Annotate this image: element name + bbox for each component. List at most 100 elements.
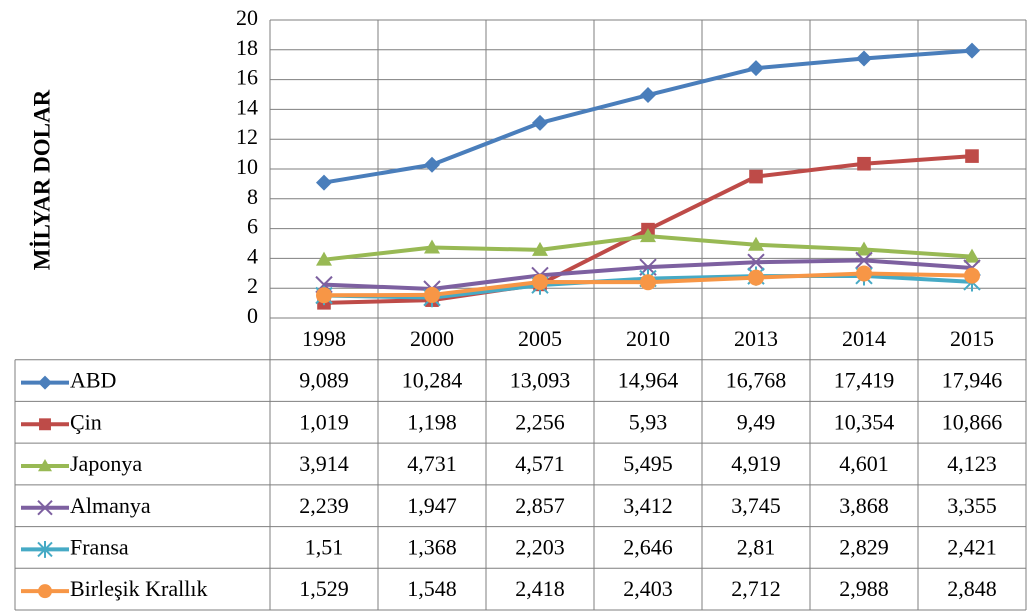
table-cell: 2,203 <box>515 534 565 559</box>
legend-label: ABD <box>70 368 116 393</box>
y-tick-label: 4 <box>247 243 258 268</box>
marker <box>856 241 872 256</box>
legend-marker <box>38 375 52 390</box>
table-cell: 1,947 <box>407 493 457 518</box>
legend-marker <box>37 541 53 558</box>
y-axis-label: MİLYAR DOLAR <box>29 89 54 270</box>
y-tick-label: 20 <box>236 5 258 30</box>
marker <box>424 156 440 173</box>
y-tick-label: 0 <box>247 303 258 328</box>
table-cell: 4,601 <box>839 451 889 476</box>
y-tick-label: 6 <box>247 214 258 239</box>
table-cell: 2,712 <box>731 576 781 601</box>
table-cell: 5,495 <box>623 451 673 476</box>
marker <box>856 265 872 282</box>
table-cell: 1,198 <box>407 409 457 434</box>
table-cell: 10,284 <box>402 368 463 393</box>
table-cell: 14,964 <box>618 368 679 393</box>
marker <box>424 239 440 254</box>
table-cell: 17,419 <box>834 368 895 393</box>
table-cell: 2,988 <box>839 576 889 601</box>
table-cell: 3,745 <box>731 493 781 518</box>
marker <box>856 50 872 67</box>
marker <box>964 42 980 59</box>
table-cell: 4,919 <box>731 451 781 476</box>
marker <box>749 169 763 184</box>
table-cell: 9,089 <box>299 368 349 393</box>
table-cell: 2,418 <box>515 576 565 601</box>
table-cell: 1,529 <box>299 576 349 601</box>
table-cell: 16,768 <box>726 368 787 393</box>
table-cell: 2,81 <box>737 534 776 559</box>
table-cell: 2,256 <box>515 409 565 434</box>
table-cell: 2,403 <box>623 576 673 601</box>
table-cell: 2,421 <box>947 534 997 559</box>
legend-label: Çin <box>70 409 102 434</box>
table-cell: 1,019 <box>299 409 349 434</box>
legend-marker <box>38 459 52 472</box>
x-tick-label: 2005 <box>518 326 562 351</box>
table-cell: 17,946 <box>942 368 1003 393</box>
marker <box>747 253 765 271</box>
table-cell: 3,412 <box>623 493 673 518</box>
y-tick-label: 18 <box>236 35 258 60</box>
marker <box>748 269 764 286</box>
table-cell: 3,914 <box>299 451 349 476</box>
table-cell: 10,866 <box>942 409 1003 434</box>
table-cell: 2,829 <box>839 534 889 559</box>
y-tick-label: 10 <box>236 154 258 179</box>
table-cell: 4,731 <box>407 451 457 476</box>
table-cell: 9,49 <box>737 409 776 434</box>
marker <box>640 228 656 243</box>
marker <box>316 251 332 266</box>
legend-marker <box>37 500 53 516</box>
x-tick-label: 2000 <box>410 326 454 351</box>
marker <box>532 241 548 256</box>
y-tick-label: 8 <box>247 184 258 209</box>
table-cell: 1,548 <box>407 576 457 601</box>
x-tick-label: 2015 <box>950 326 994 351</box>
x-tick-label: 2013 <box>734 326 778 351</box>
legend-label: Japonya <box>70 451 142 476</box>
x-tick-label: 2010 <box>626 326 670 351</box>
marker <box>857 156 871 171</box>
marker <box>316 174 332 191</box>
table-cell: 10,354 <box>834 409 895 434</box>
y-tick-label: 12 <box>236 124 258 149</box>
table-cell: 1,368 <box>407 534 457 559</box>
table-cell: 3,868 <box>839 493 889 518</box>
table-cell: 2,848 <box>947 576 997 601</box>
legend-label: Birleşik Krallık <box>70 576 207 601</box>
marker <box>532 273 548 290</box>
table-cell: 4,571 <box>515 451 565 476</box>
table-cell: 13,093 <box>510 368 571 393</box>
x-tick-label: 1998 <box>302 326 346 351</box>
marker <box>748 236 764 251</box>
legend-marker <box>39 418 51 431</box>
table-cell: 4,123 <box>947 451 997 476</box>
legend-marker <box>38 584 52 599</box>
marker <box>964 267 980 284</box>
y-tick-label: 14 <box>236 94 258 119</box>
marker <box>640 87 656 104</box>
table-cell: 5,93 <box>629 409 668 434</box>
marker <box>965 149 979 163</box>
y-tick-label: 16 <box>236 65 258 90</box>
x-tick-label: 2014 <box>842 326 886 351</box>
table-cell: 3,355 <box>947 493 997 518</box>
table-cell: 2,646 <box>623 534 673 559</box>
marker <box>316 287 332 304</box>
marker <box>532 114 548 131</box>
table-cell: 2,857 <box>515 493 565 518</box>
table-cell: 2,239 <box>299 493 349 518</box>
marker <box>855 251 873 270</box>
table-cell: 1,51 <box>305 534 344 559</box>
marker <box>748 60 764 77</box>
marker <box>964 248 980 263</box>
y-tick-label: 2 <box>247 273 258 298</box>
legend-label: Fransa <box>70 534 129 559</box>
marker <box>424 286 440 303</box>
marker <box>640 274 656 291</box>
